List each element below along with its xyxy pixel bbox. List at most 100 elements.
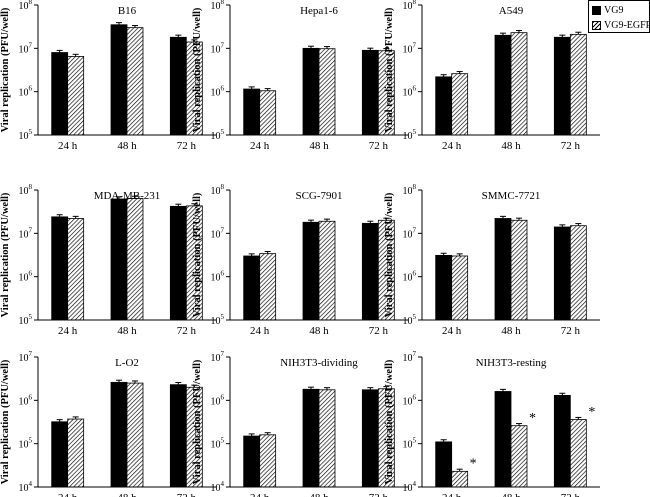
legend-swatch-vg9-egfp xyxy=(592,20,601,30)
panel-l-o2-ytick-label: 106 xyxy=(19,393,33,407)
panel-mda-mb-231-ytick-label: 105 xyxy=(19,313,33,327)
panel-a549-xtick-label: 72 h xyxy=(561,140,581,152)
panel-smmc-7721-bar-vg9-72-h xyxy=(553,226,571,321)
panel-nih3t3-resting-xtick-label: 72 h xyxy=(561,492,581,497)
panel-scg-7901-title: SCG-7901 xyxy=(295,190,342,202)
panel-a549-bar-vg9-egfp-48-h xyxy=(510,32,528,136)
panel-nih3t3-dividing-bar-vg9-72-h xyxy=(361,389,379,488)
panel-a549-ytick-label: 105 xyxy=(403,128,417,142)
panel-hepa1-6-xtick-label: 72 h xyxy=(369,140,389,152)
panel-mda-mb-231-ylabel: Viral replication (PFU/well) xyxy=(0,192,11,317)
panel-nih3t3-dividing-ytick-label: 104 xyxy=(211,480,225,494)
panel-b16-ytick-label: 105 xyxy=(19,128,33,142)
panel-nih3t3-resting-ytick-label: 107 xyxy=(403,350,417,364)
panel-hepa1-6-xtick-label: 48 h xyxy=(309,140,329,152)
panel-a549-bar-vg9-egfp-24-h xyxy=(451,73,469,136)
panel-hepa1-6-ytick-label: 107 xyxy=(211,41,225,55)
panel-scg-7901-ylabel: Viral replication (PFU/well) xyxy=(192,192,203,317)
panel-mda-mb-231-bar-vg9-48-h xyxy=(110,198,128,321)
panel-mda-mb-231-bar-vg9-72-h xyxy=(169,205,187,321)
panel-scg-7901-bar-vg9-24-h xyxy=(243,255,261,321)
panel-scg-7901-bar-vg9-72-h xyxy=(361,222,379,321)
panel-l-o2-bar-vg9-egfp-24-h xyxy=(67,418,85,488)
panel-b16-bar-vg9-egfp-48-h xyxy=(126,27,144,136)
legend-label-vg9-egfp: VG9-EGFP xyxy=(604,19,650,31)
panel-scg-7901-bar-vg9-egfp-24-h xyxy=(259,253,277,321)
panel-nih3t3-dividing-bar-vg9-egfp-24-h xyxy=(259,434,277,488)
panel-smmc-7721-ylabel: Viral replication (PFU/well) xyxy=(384,192,395,317)
panel-nih3t3-dividing-ytick-label: 106 xyxy=(211,393,225,407)
panel-nih3t3-dividing-bar-vg9-48-h xyxy=(302,388,320,488)
panel-l-o2-bar-vg9-egfp-48-h xyxy=(126,382,144,488)
panel-a549-ytick-label: 108 xyxy=(403,0,417,12)
panel-scg-7901-ytick-label: 105 xyxy=(211,313,225,327)
legend-item-vg9: VG9 xyxy=(592,3,623,17)
panel-hepa1-6-xtick-label: 24 h xyxy=(250,140,270,152)
panel-mda-mb-231-bar-vg9-egfp-24-h xyxy=(67,218,85,321)
panel-mda-mb-231-ytick-label: 108 xyxy=(19,183,33,197)
panel-l-o2-ytick-label: 104 xyxy=(19,480,33,494)
panel-b16-xtick-label: 72 h xyxy=(177,140,197,152)
panel-l-o2-xtick-label: 24 h xyxy=(58,492,78,497)
panel-b16-ytick-label: 108 xyxy=(19,0,33,12)
panel-hepa1-6-title: Hepa1-6 xyxy=(300,5,338,17)
panel-smmc-7721-xtick-label: 72 h xyxy=(561,325,581,337)
panel-nih3t3-resting-bar-vg9-72-h xyxy=(553,394,571,488)
panel-l-o2-bar-vg9-72-h xyxy=(169,384,187,488)
panel-b16-xtick-label: 24 h xyxy=(58,140,78,152)
panel-a549-bar-vg9-72-h xyxy=(553,36,571,136)
panel-scg-7901-ytick-label: 106 xyxy=(211,270,225,284)
panel-mda-mb-231-ytick-label: 107 xyxy=(19,226,33,240)
panel-nih3t3-dividing-ytick-label: 107 xyxy=(211,350,225,364)
panel-nih3t3-dividing-ytick-label: 105 xyxy=(211,437,225,451)
panel-nih3t3-dividing-xtick-label: 72 h xyxy=(369,492,389,497)
panel-a549-ytick-label: 107 xyxy=(403,41,417,55)
panel-hepa1-6-ytick-label: 108 xyxy=(211,0,225,12)
panel-scg-7901-ytick-label: 108 xyxy=(211,183,225,197)
panel-scg-7901-xtick-label: 24 h xyxy=(250,325,270,337)
panel-scg-7901-xtick-label: 48 h xyxy=(309,325,329,337)
panel-b16-bar-vg9-egfp-24-h xyxy=(67,56,85,136)
panel-smmc-7721-xtick-label: 48 h xyxy=(501,325,521,337)
panel-b16-xtick-label: 48 h xyxy=(117,140,137,152)
panel-nih3t3-resting-significance-marker: * xyxy=(588,405,595,420)
panel-nih3t3-resting-xtick-label: 24 h xyxy=(442,492,462,497)
panel-smmc-7721-bar-vg9-48-h xyxy=(494,218,512,321)
panel-a549-xtick-label: 24 h xyxy=(442,140,462,152)
panel-l-o2-bar-vg9-48-h xyxy=(110,381,128,488)
panel-hepa1-6-bar-vg9-egfp-48-h xyxy=(318,48,336,136)
panel-smmc-7721-title: SMMC-7721 xyxy=(482,190,541,202)
panel-scg-7901-xtick-label: 72 h xyxy=(369,325,389,337)
panel-mda-mb-231-bar-vg9-24-h xyxy=(51,216,69,321)
panel-l-o2-ytick-label: 107 xyxy=(19,350,33,364)
panel-nih3t3-resting-significance-marker: * xyxy=(470,457,477,472)
panel-hepa1-6-bar-vg9-72-h xyxy=(361,49,379,136)
panel-mda-mb-231-xtick-label: 24 h xyxy=(58,325,78,337)
panel-b16-ylabel: Viral replication (PFU/well) xyxy=(0,7,11,132)
panel-l-o2-title: L-O2 xyxy=(115,357,139,369)
panel-scg-7901-bar-vg9-48-h xyxy=(302,221,320,321)
panel-nih3t3-resting-bar-vg9-egfp-24-h xyxy=(451,470,469,488)
panel-nih3t3-resting-ylabel: Viral replication (PFU/well) xyxy=(384,359,395,484)
panel-smmc-7721-ytick-label: 105 xyxy=(403,313,417,327)
panel-nih3t3-resting-bar-vg9-egfp-72-h xyxy=(569,419,587,488)
panel-l-o2-ytick-label: 105 xyxy=(19,437,33,451)
legend-label-vg9: VG9 xyxy=(604,4,624,16)
panel-nih3t3-dividing-bar-vg9-24-h xyxy=(243,435,261,488)
panel-hepa1-6-ylabel: Viral replication (PFU/well) xyxy=(192,7,203,132)
panel-a549-bar-vg9-egfp-72-h xyxy=(569,33,587,136)
panel-nih3t3-dividing-title: NIH3T3-dividing xyxy=(280,357,358,369)
panel-l-o2-ylabel: Viral replication (PFU/well) xyxy=(0,359,11,484)
panel-mda-mb-231-title: MDA-MB-231 xyxy=(94,190,161,202)
panel-mda-mb-231-xtick-label: 72 h xyxy=(177,325,197,337)
panel-a549-ylabel: Viral replication (PFU/well) xyxy=(384,7,395,132)
panel-nih3t3-resting-bar-vg9-egfp-48-h xyxy=(510,425,528,488)
panel-a549-ytick-label: 106 xyxy=(403,85,417,99)
panel-hepa1-6-ytick-label: 106 xyxy=(211,85,225,99)
panel-nih3t3-resting-title: NIH3T3-resting xyxy=(476,357,547,369)
panel-nih3t3-resting-bar-vg9-24-h xyxy=(435,441,453,488)
panel-smmc-7721-xtick-label: 24 h xyxy=(442,325,462,337)
panel-nih3t3-dividing-bar-vg9-egfp-48-h xyxy=(318,389,336,488)
panel-smmc-7721-ytick-label: 108 xyxy=(403,183,417,197)
panel-b16-bar-vg9-72-h xyxy=(169,36,187,136)
